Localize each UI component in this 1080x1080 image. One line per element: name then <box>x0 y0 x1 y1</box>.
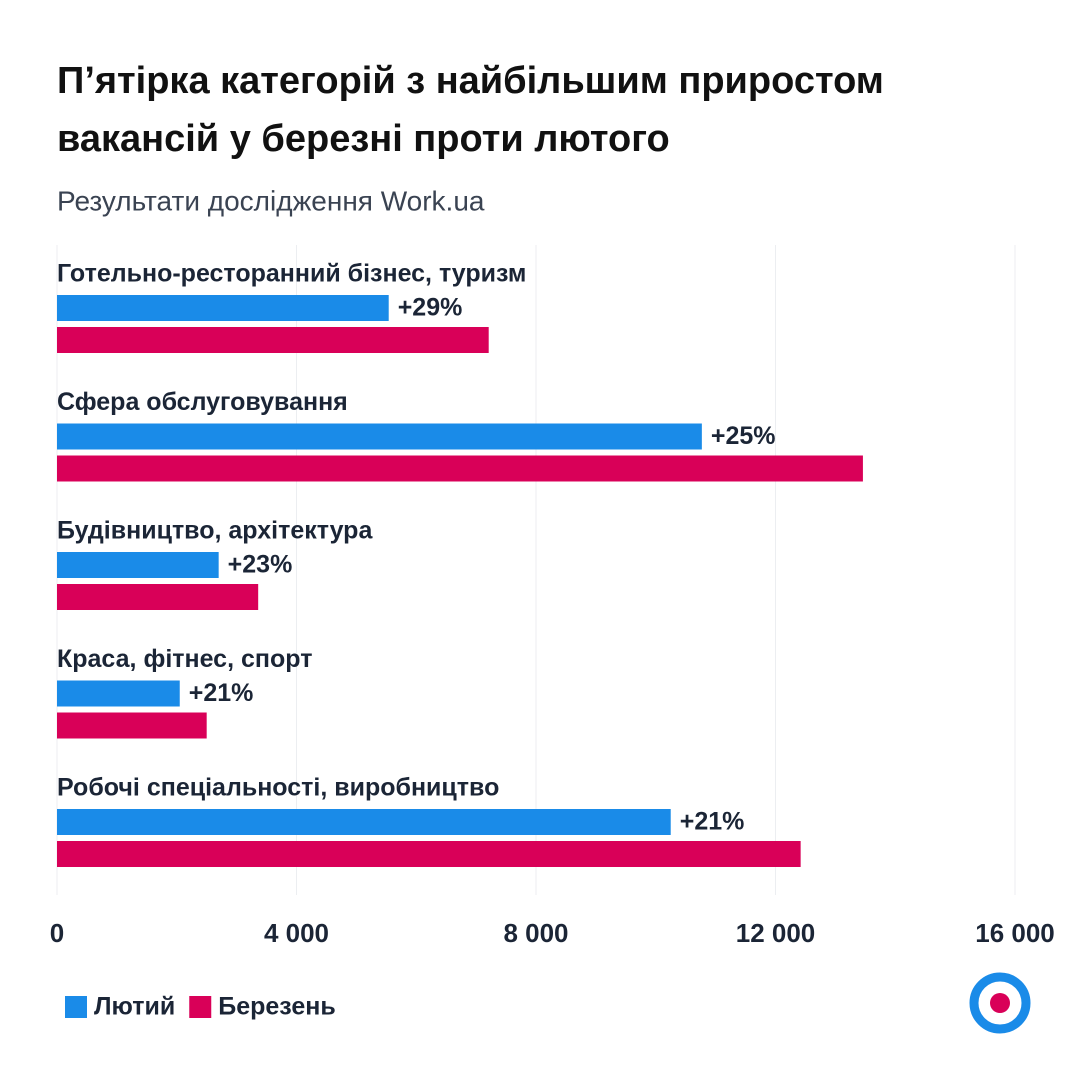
chart-title: вакансій у березні проти лютого <box>57 118 670 160</box>
bar <box>57 423 702 450</box>
bar <box>57 295 389 321</box>
x-tick-label: 4 000 <box>264 918 329 948</box>
value-label: +21% <box>680 808 745 836</box>
category-label: Краса, фітнес, спорт <box>57 645 312 673</box>
category-label: Робочі спеціальності, виробництво <box>57 774 499 802</box>
x-tick-label: 12 000 <box>736 918 816 948</box>
bar <box>57 455 863 482</box>
legend-swatch <box>189 996 212 1018</box>
x-tick-label: 16 000 <box>975 918 1055 948</box>
bar <box>57 552 219 578</box>
value-label: +25% <box>711 422 776 450</box>
x-tick-label: 8 000 <box>503 918 568 948</box>
value-label: +21% <box>189 679 254 707</box>
bar <box>57 712 207 739</box>
bar <box>57 841 801 867</box>
legend-label: Березень <box>218 993 336 1021</box>
value-label: +29% <box>398 294 463 322</box>
bar <box>57 809 671 835</box>
category-label: Готельно-ресторанний бізнес, туризм <box>57 260 526 288</box>
category-label: Сфера обслуговування <box>57 388 348 416</box>
value-label: +23% <box>228 551 293 579</box>
bar <box>57 680 180 707</box>
chart-title: П’ятірка категорій з найбільшим приросто… <box>57 60 884 102</box>
bar <box>57 327 489 353</box>
x-tick-label: 0 <box>50 918 64 948</box>
category-label: Будівництво, архітектура <box>57 517 373 545</box>
logo <box>969 972 1031 1034</box>
chart-subtitle: Результати дослідження Work.ua <box>57 185 485 216</box>
bar <box>57 584 259 610</box>
legend-label: Лютий <box>94 993 175 1021</box>
legend-swatch <box>65 996 87 1018</box>
